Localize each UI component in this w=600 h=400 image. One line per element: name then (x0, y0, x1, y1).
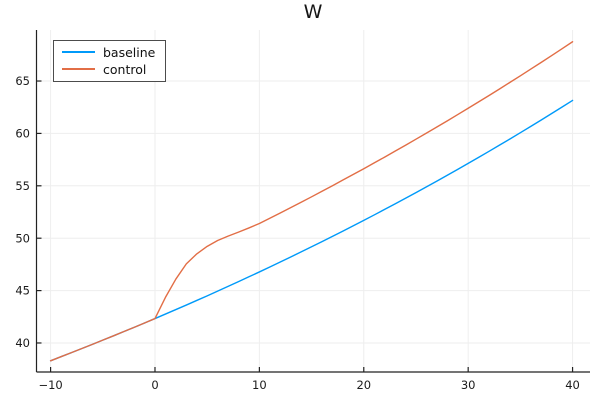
legend-swatch-baseline (62, 51, 95, 53)
chart-title: W (303, 1, 323, 23)
legend-swatch-control (62, 68, 95, 70)
x-tick-label: 0 (151, 378, 158, 392)
y-tick-label: 40 (15, 336, 30, 350)
y-tick-label: 45 (15, 284, 30, 298)
legend-item-control: control (62, 61, 155, 77)
legend-label: control (103, 61, 147, 77)
x-tick-label: 10 (252, 378, 267, 392)
y-tick-label: 55 (15, 179, 30, 193)
x-tick-label: 40 (565, 378, 580, 392)
x-tick-label: 30 (461, 378, 476, 392)
x-tick-label: 20 (356, 378, 371, 392)
y-tick-label: 60 (15, 127, 30, 141)
y-tick-label: 50 (15, 231, 30, 245)
series-line-baseline (49, 99, 574, 362)
x-tick-label: −10 (38, 378, 62, 392)
legend: baseline control (53, 40, 167, 82)
series-line-control (49, 41, 574, 362)
legend-label: baseline (103, 44, 156, 60)
y-tick-label: 65 (15, 74, 30, 88)
legend-item-baseline: baseline (62, 44, 155, 60)
